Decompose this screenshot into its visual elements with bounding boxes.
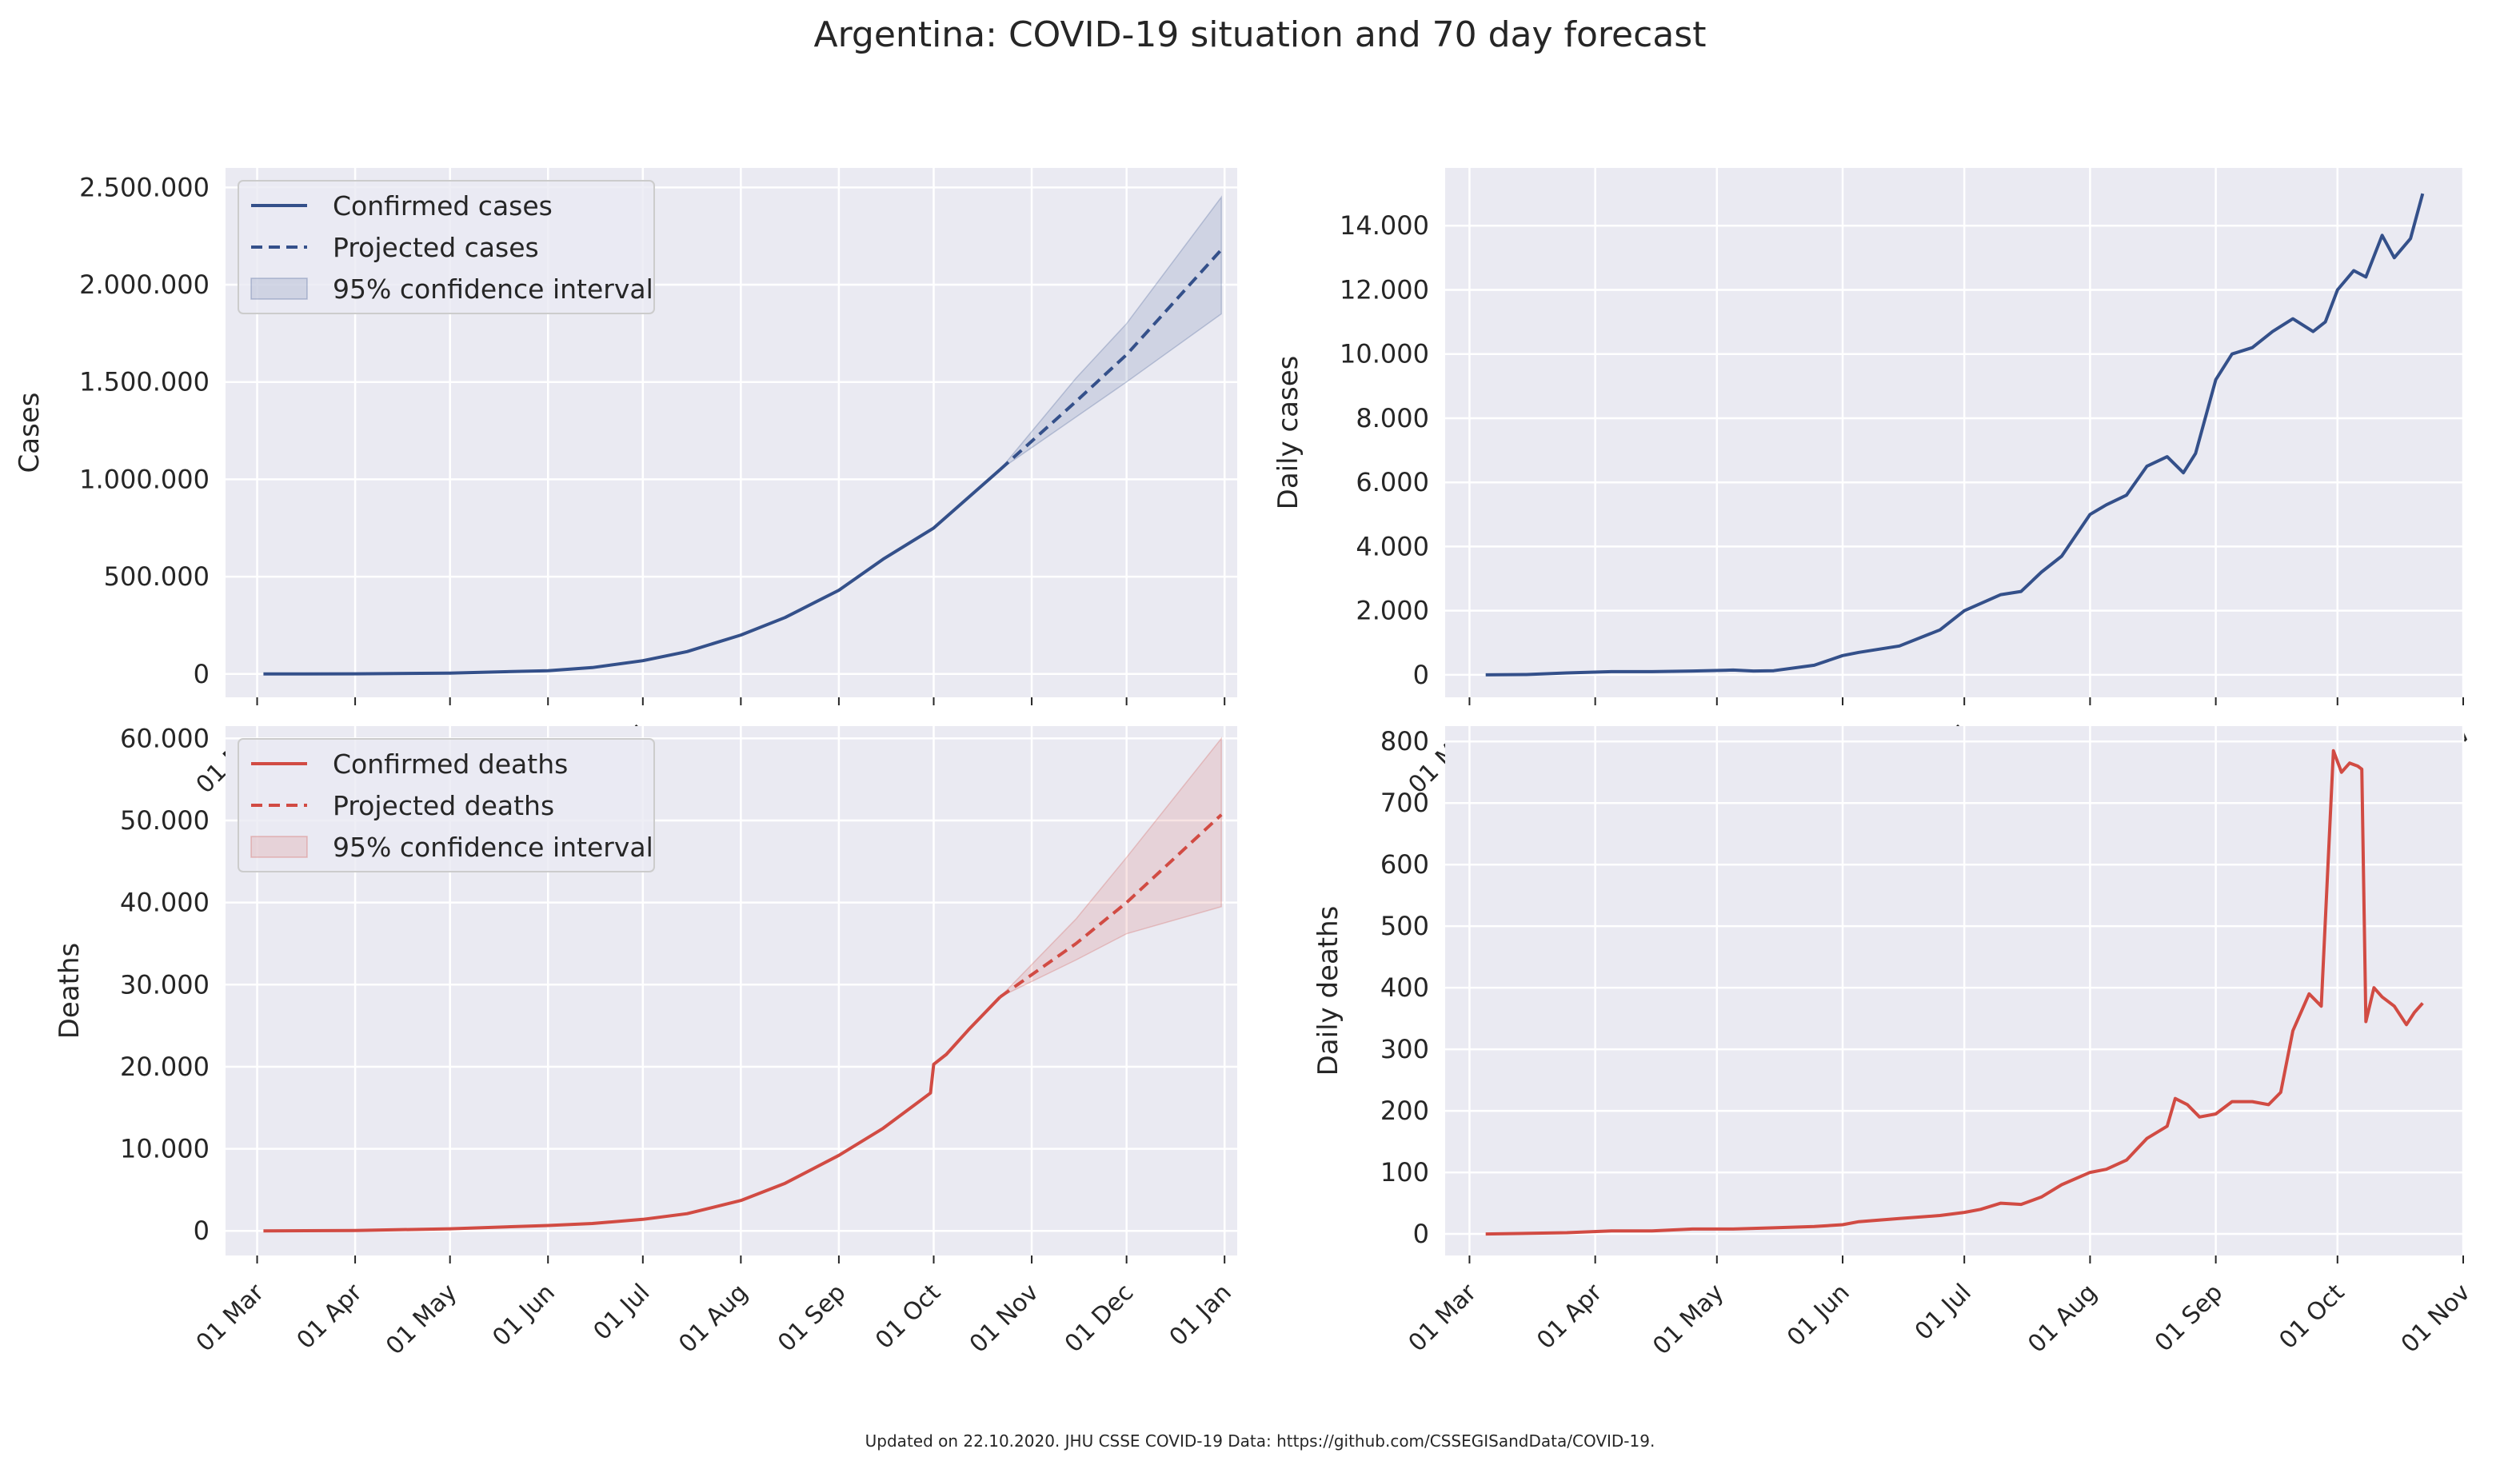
y-tick-label: 0	[194, 659, 210, 689]
y-tick-label: 400	[1380, 972, 1429, 1003]
x-tick-label: 01 Aug	[673, 1279, 753, 1359]
legend-swatch-band	[250, 277, 308, 300]
cumulative-deaths-panel: 01 Mar 01 Apr 01 May 01 Jun 01 Jul 01 Aug 01 S…	[54, 723, 1237, 1360]
y-tick-label: 600	[1380, 849, 1429, 880]
confirmed-line	[263, 468, 1001, 676]
y-tick-label: 8.000	[1356, 403, 1429, 433]
projected-line	[999, 813, 1223, 999]
y-tick-label: 20.000	[120, 1052, 210, 1082]
y-tick-label: 300	[1380, 1034, 1429, 1064]
legend-label: Projected cases	[333, 232, 539, 263]
y-tick-label: 0	[1413, 660, 1429, 690]
y-tick-label: 10.000	[1340, 339, 1429, 369]
legend-label: Projected deaths	[333, 790, 554, 821]
y-tick-label: 1.500.000	[79, 367, 210, 397]
x-tick-label: 01 Oct	[870, 1279, 946, 1355]
x-tick-label: 01 Oct	[2274, 1279, 2350, 1355]
x-tick-label: 01 Jun	[487, 1279, 561, 1352]
confidence-band	[999, 195, 1222, 470]
x-tick-label: 01 May	[1647, 1279, 1729, 1360]
x-tick-label: 01 Nov	[2396, 1279, 2476, 1359]
legend-label: Confirmed cases	[333, 190, 553, 222]
legend-box	[238, 180, 655, 314]
x-tick-label: 01 Dec	[1060, 1279, 1140, 1359]
y-tick-label: 500	[1380, 911, 1429, 941]
y-tick-label: 0	[194, 1216, 210, 1246]
confirmed-line	[1485, 193, 2425, 677]
y-tick-label: 50.000	[120, 805, 210, 836]
y-tick-label: 500.000	[104, 561, 210, 592]
y-tick-label: 2.500.000	[79, 172, 210, 202]
y-tick-label: 100	[1380, 1157, 1429, 1188]
y-tick-label: 1.000.000	[79, 464, 210, 494]
x-tick-label: 01 Nov	[964, 1279, 1044, 1359]
y-tick-label: 60.000	[120, 723, 210, 753]
daily-deaths-panel: 01 Mar 01 Apr 01 May 01 Jun 01 Jul 01 Aug 01 S…	[1312, 726, 2476, 1360]
y-axis-label: Daily deaths	[1312, 906, 1344, 1076]
plot-area	[1445, 726, 2463, 1255]
x-tick-label: 01 Jul	[1910, 1279, 1977, 1346]
x-tick-label: 01 Jul	[588, 1279, 655, 1346]
legend-label: 95% confidence interval	[333, 273, 653, 305]
plot-area	[1445, 168, 2463, 697]
x-tick-label: 01 Sep	[773, 1279, 851, 1357]
y-tick-label: 10.000	[120, 1134, 210, 1164]
x-tick-label: 01 Jan	[1164, 1279, 1237, 1351]
y-tick-label: 200	[1380, 1096, 1429, 1126]
x-tick-label: 01 Sep	[2150, 1279, 2228, 1357]
x-tick-label: 01 May	[381, 1279, 462, 1360]
y-tick-label: 14.000	[1340, 210, 1429, 241]
x-tick-label: 01 Mar	[191, 1278, 270, 1357]
y-tick-label: 2.000	[1356, 596, 1429, 626]
legend-swatch-band	[250, 836, 308, 858]
y-tick-label: 6.000	[1356, 467, 1429, 497]
x-tick-label: 01 Jun	[1782, 1279, 1855, 1352]
x-tick-label: 01 Apr	[1532, 1278, 1608, 1355]
y-tick-label: 800	[1380, 726, 1429, 756]
confirmed-line	[1485, 748, 2424, 1236]
y-axis-label: Cases	[14, 393, 46, 473]
y-tick-label: 4.000	[1356, 531, 1429, 561]
legend-label: Confirmed deaths	[333, 748, 568, 780]
y-tick-label: 700	[1380, 788, 1429, 818]
confirmed-line	[263, 996, 1001, 1233]
legend-label: 95% confidence interval	[333, 832, 653, 863]
x-tick-label: 01 Apr	[292, 1278, 369, 1355]
x-tick-label: 01 Aug	[2023, 1279, 2103, 1359]
y-tick-label: 2.000.000	[79, 269, 210, 300]
y-tick-label: 30.000	[120, 969, 210, 1000]
figure-title: Argentina: COVID-19 situation and 70 day…	[813, 14, 1707, 55]
y-axis-label: Deaths	[54, 943, 86, 1040]
legend-box	[238, 738, 655, 872]
figure-footer: Updated on 22.10.2020. JHU CSSE COVID-19…	[865, 1431, 1655, 1451]
y-tick-label: 0	[1413, 1219, 1429, 1249]
y-tick-label: 12.000	[1340, 274, 1429, 305]
confidence-band	[999, 737, 1222, 998]
y-tick-label: 40.000	[120, 888, 210, 918]
legend: Confirmed deaths Projected deaths 95% conf…	[238, 738, 655, 872]
y-axis-label: Daily cases	[1272, 356, 1304, 510]
legend: Confirmed cases Projected cases 95% confid…	[238, 180, 655, 314]
x-tick-label: 01 Mar	[1404, 1278, 1483, 1357]
